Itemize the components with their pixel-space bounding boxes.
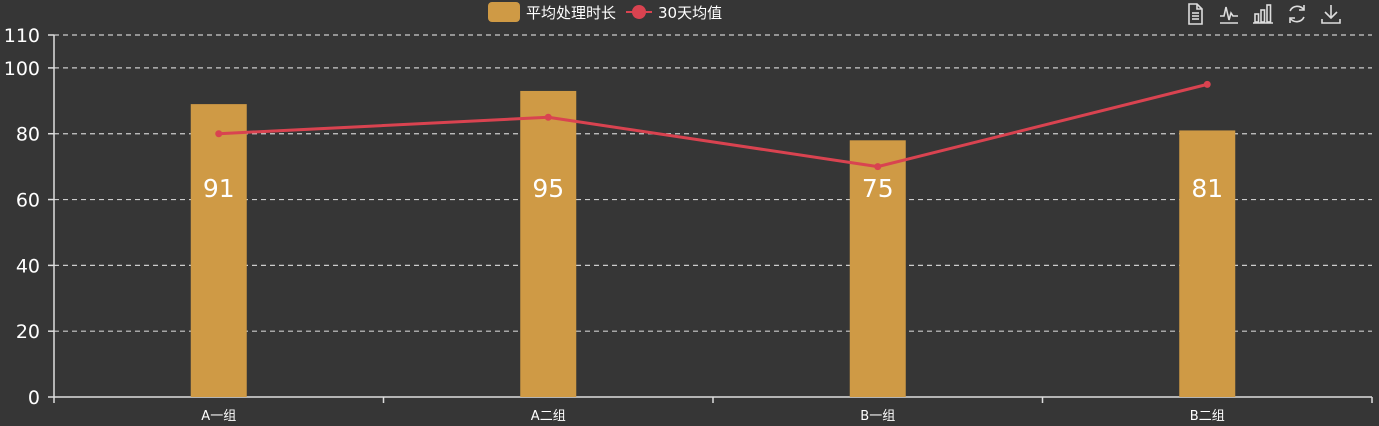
line-point [215,130,223,138]
toolbox [1183,2,1343,26]
line-chart-icon[interactable] [1217,2,1241,26]
line-series [218,82,1208,169]
line-point [874,163,882,171]
download-icon[interactable] [1319,2,1343,26]
legend-line-swatch [626,2,653,22]
x-tick-label: B一组 [860,409,895,424]
bar-chart-icon[interactable] [1251,2,1275,26]
legend-item-bar[interactable]: 平均处理时长 [488,2,616,23]
x-tick-label: B二组 [1190,409,1225,424]
y-tick-label: 0 [28,387,40,409]
bar-data-label: 91 [203,174,235,203]
line-point [544,113,552,121]
legend-bar-label: 平均处理时长 [526,3,617,22]
x-tick-label: A一组 [201,409,236,424]
bar-data-label: 95 [532,174,564,203]
bar [1179,130,1236,397]
bar [520,90,577,397]
bar [849,140,906,398]
refresh-icon[interactable] [1285,2,1309,26]
bar [190,104,247,397]
bar-data-label: 81 [1191,174,1223,203]
legend: 平均处理时长 30天均值 [488,0,726,24]
bar-data-label: 75 [862,174,894,203]
y-tick-label: 100 [4,58,40,80]
y-tick-label: 60 [16,190,40,212]
line-point [1203,80,1211,88]
x-tick-label: A二组 [531,409,566,424]
legend-item-line[interactable]: 30天均值 [626,2,722,23]
y-tick-label: 20 [16,321,40,343]
legend-line-label: 30天均值 [658,3,723,22]
y-tick-label: 80 [16,124,40,146]
y-tick-label: 110 [4,25,40,47]
data-view-icon[interactable] [1183,2,1207,26]
legend-bar-swatch [488,2,520,22]
y-tick-label: 40 [16,255,40,277]
